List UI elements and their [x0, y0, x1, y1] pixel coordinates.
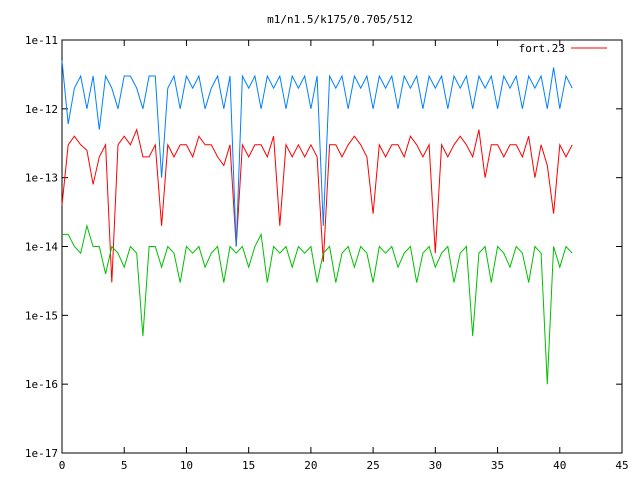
- series-line-0: [61, 127, 573, 283]
- x-tick-label: 40: [553, 459, 566, 472]
- x-tick-label: 35: [491, 459, 504, 472]
- y-tick-label: 1e-14: [25, 241, 58, 254]
- series-layer: [61, 60, 573, 385]
- x-tick-label: 10: [180, 459, 193, 472]
- y-tick-label: 1e-11: [25, 34, 58, 47]
- x-axis: 0 5 10 15 20 25 30 35 40 45: [59, 40, 629, 472]
- y-axis: 1e-17 1e-16 1e-15 1e-14 1e-13 1e-12 1e-11: [25, 34, 622, 460]
- y-tick-label: 1e-16: [25, 378, 58, 391]
- x-tick-label: 5: [121, 459, 128, 472]
- x-tick-label: 25: [366, 459, 379, 472]
- series-line-2: [62, 223, 573, 385]
- x-tick-label: 15: [242, 459, 255, 472]
- y-tick-label: 1e-12: [25, 103, 58, 116]
- legend-label-fort23: fort.23: [519, 42, 565, 55]
- y-tick-label: 1e-13: [25, 172, 58, 185]
- x-tick-label: 0: [59, 459, 66, 472]
- legend: fort.23: [519, 42, 607, 55]
- x-tick-label: 20: [304, 459, 317, 472]
- chart-title: m1/n1.5/k175/0.705/512: [267, 13, 413, 26]
- plot-frame: [61, 39, 623, 454]
- y-tick-label: 1e-17: [25, 447, 58, 460]
- x-tick-label: 30: [429, 459, 442, 472]
- x-tick-label: 45: [615, 459, 628, 472]
- series-line-1: [61, 60, 573, 247]
- y-tick-label: 1e-15: [25, 309, 58, 322]
